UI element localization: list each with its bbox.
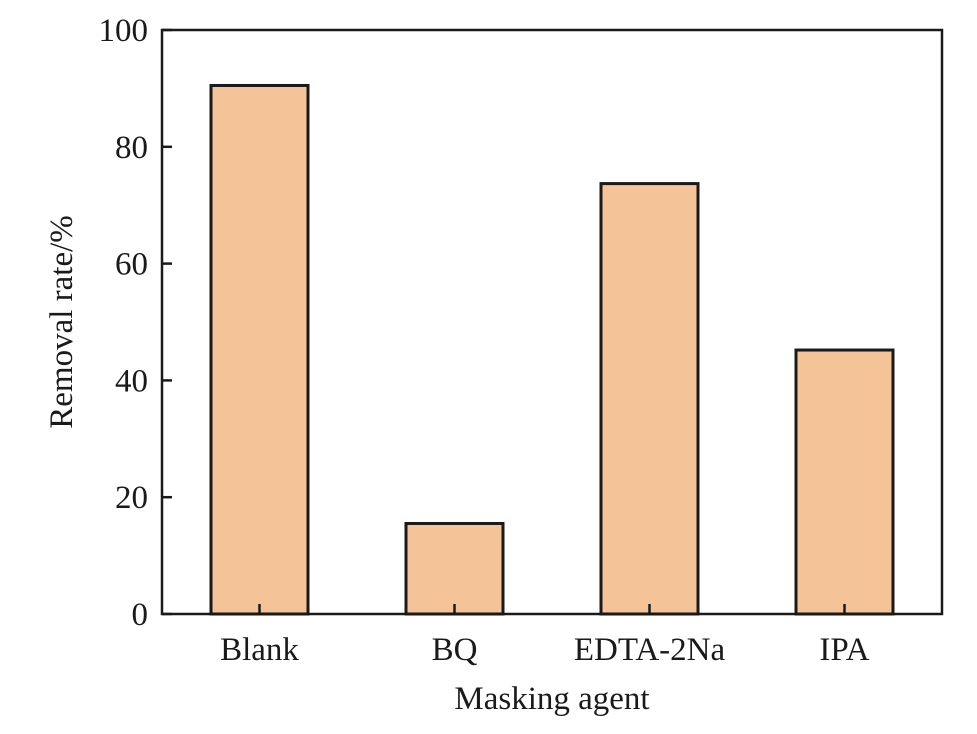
bar-edta-2na xyxy=(599,182,700,616)
x-tick-label: Blank xyxy=(220,632,299,668)
plot-frame xyxy=(160,28,944,616)
y-tick-label: 0 xyxy=(132,597,149,633)
y-axis-title: Removal rate/% xyxy=(44,215,80,429)
bar-blank xyxy=(209,83,310,616)
y-tick-label: 20 xyxy=(115,480,148,516)
x-axis-ticks: Blank BQ EDTA-2Na IPA xyxy=(220,604,870,668)
bar-bq xyxy=(404,521,505,616)
y-tick-label: 40 xyxy=(115,363,148,399)
bar-ipa xyxy=(794,348,895,616)
x-axis-title: Masking agent xyxy=(454,681,649,717)
y-tick-label: 100 xyxy=(99,13,149,49)
y-axis-ticks: 0 20 40 60 80 100 xyxy=(99,13,172,633)
x-tick-label: IPA xyxy=(819,632,869,668)
plot-area xyxy=(160,28,944,616)
y-tick-label: 80 xyxy=(115,130,148,166)
y-tick-label: 60 xyxy=(115,247,148,283)
bars-group xyxy=(209,83,895,616)
x-tick-label: BQ xyxy=(432,632,478,668)
x-tick-label: EDTA-2Na xyxy=(574,632,726,668)
